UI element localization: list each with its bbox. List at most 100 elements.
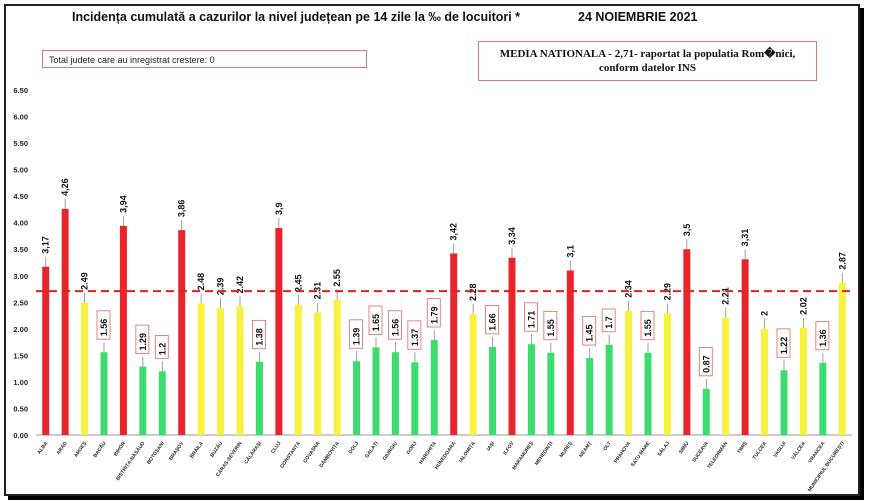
bar <box>139 366 147 435</box>
category-label: NEAMȚ <box>578 441 593 459</box>
category-label: BACĂU <box>92 440 108 459</box>
data-label-box <box>154 335 169 359</box>
y-tick-label: 1.50 <box>13 351 28 360</box>
data-label: 4,26 <box>60 178 70 196</box>
category-label: GALAȚI <box>364 440 380 459</box>
y-tick-label: 5.50 <box>13 139 28 148</box>
data-label-box <box>543 310 558 341</box>
bar <box>353 361 361 435</box>
data-label-box <box>582 316 597 346</box>
data-label-box <box>388 310 402 340</box>
category-label: BUZĂU <box>208 440 224 459</box>
bar <box>625 310 633 435</box>
bar <box>81 302 89 435</box>
counties-increase-box: Total judete care au inregistrat crester… <box>42 50 367 68</box>
data-label-box <box>96 310 111 340</box>
category-label: MUNICIPIUL BUCUREȘTI <box>807 440 846 493</box>
bar <box>663 313 671 435</box>
category-label: TELEORMAN <box>706 440 729 470</box>
bar <box>294 304 302 435</box>
data-label: 3,5 <box>682 224 692 237</box>
data-label: 1.38 <box>254 328 264 346</box>
y-tick-label: 2.50 <box>13 298 28 307</box>
data-label-box <box>815 321 830 351</box>
category-label: TULCEA <box>752 440 769 460</box>
data-label: 2.39 <box>216 278 226 296</box>
data-label: 1.7 <box>604 316 614 329</box>
bar <box>780 370 788 435</box>
y-tick-label: 6.00 <box>13 113 28 122</box>
data-label: 3,31 <box>740 229 750 247</box>
category-label: IALOMIȚA <box>458 440 477 464</box>
bar <box>314 312 322 435</box>
bar <box>217 308 225 435</box>
chart-title: Incidența cumulată a cazurilor la nivel … <box>72 10 521 24</box>
bar <box>644 352 652 435</box>
category-label: ILFOV <box>502 440 516 456</box>
bar <box>508 257 516 435</box>
category-label: SĂLAJ <box>656 440 671 458</box>
y-tick-label: 0.50 <box>13 404 28 413</box>
chart-date: 24 NOIEMBRIE 2021 <box>578 10 698 24</box>
data-label: 1.79 <box>429 306 439 324</box>
data-label-box <box>698 347 713 377</box>
category-label: SIBIU <box>678 440 691 455</box>
data-label: 1.55 <box>643 319 653 337</box>
data-label: 3,1 <box>565 245 575 258</box>
y-tick-label: 6.50 <box>13 86 28 95</box>
category-label: GORJ <box>405 441 418 456</box>
category-label: DOLJ <box>348 441 361 456</box>
bar <box>469 313 477 435</box>
data-label: 0.87 <box>701 355 711 373</box>
bar <box>450 253 458 435</box>
category-label: CONSTANȚA <box>279 440 302 469</box>
data-label-box <box>407 320 422 350</box>
category-label: ARGEȘ <box>73 440 88 459</box>
bar <box>547 352 555 435</box>
data-label: 2 <box>760 311 770 316</box>
category-label: BIHOR <box>113 440 127 457</box>
bar <box>255 361 263 435</box>
national-average-box: MEDIA NATIONALA - 2,71- raportat la popu… <box>478 41 817 81</box>
data-label: 1.71 <box>526 311 536 329</box>
data-label: 1.56 <box>390 319 400 337</box>
bar <box>722 317 730 435</box>
y-tick-label: 1.00 <box>13 378 28 387</box>
data-label: 3,34 <box>507 227 517 245</box>
data-label-box <box>368 305 383 335</box>
bar <box>42 266 50 435</box>
data-label: 2.31 <box>313 282 323 300</box>
bar <box>702 388 710 435</box>
category-label: VRANCEA <box>807 440 826 464</box>
data-label: 2.21 <box>721 287 731 305</box>
category-label: ALBA <box>36 440 49 455</box>
bar <box>819 362 827 435</box>
category-label: CLUJ <box>270 441 283 455</box>
category-label: VÂLCEA <box>790 440 808 461</box>
category-label: BRĂILA <box>188 440 205 460</box>
category-label: MUREȘ <box>559 440 575 459</box>
data-label: 1.39 <box>352 328 362 346</box>
category-label: VASLUI <box>772 440 788 459</box>
category-label: SUCEAVA <box>691 440 710 463</box>
bar <box>197 303 205 435</box>
bar <box>236 306 244 435</box>
data-label: 3,17 <box>41 236 51 254</box>
data-label: 2.55 <box>332 269 342 287</box>
y-tick-label: 3.00 <box>13 272 28 281</box>
category-label: BOTOȘANI <box>146 440 166 465</box>
national-average-line1: MEDIA NATIONALA - 2,71- raportat la popu… <box>499 48 796 60</box>
data-label: 3,94 <box>118 195 128 213</box>
data-label-box <box>135 324 150 354</box>
category-label: PRAHOVA <box>613 440 632 464</box>
data-label-box <box>640 310 655 341</box>
data-label-box <box>776 328 791 358</box>
data-label: 3,42 <box>449 223 459 241</box>
category-label: GIURGIU <box>382 440 399 461</box>
data-label: 1.56 <box>99 319 109 337</box>
bar <box>838 282 846 435</box>
bar <box>391 352 399 435</box>
category-label: TIMIȘ <box>736 440 749 455</box>
y-tick-label: 0.00 <box>13 431 28 440</box>
